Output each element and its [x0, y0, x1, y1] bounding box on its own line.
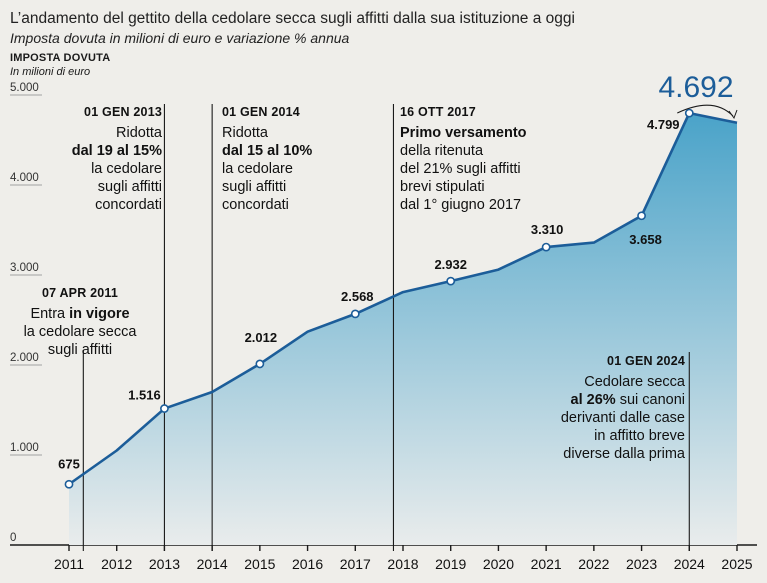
- annotation-line-text: dal 15 al 10%: [222, 143, 313, 159]
- annotation-line-text: sugli affitti: [97, 179, 162, 195]
- annotation-line-text: Cedolare secca: [584, 374, 685, 390]
- data-label: 3.310: [531, 222, 564, 237]
- data-point: [160, 404, 169, 413]
- annotation: 01 GEN 2013 Ridotta dal 19 al 15% la cedola…: [62, 103, 162, 214]
- x-tick-label: 2022: [578, 556, 609, 572]
- annotation-line-text: sugli affitti: [222, 179, 287, 195]
- annotation-line-text: la cedolare: [222, 161, 293, 177]
- x-tick-label: 2013: [149, 556, 180, 572]
- annotation: 01 GEN 2024 Cedolare secca al 26% sui cano…: [530, 352, 685, 463]
- data-point: [541, 242, 551, 252]
- data-point: [350, 309, 360, 319]
- data-label: 675: [58, 456, 80, 471]
- annotation-line-text: brevi stipulati: [400, 179, 485, 195]
- annotation-line-text: al 26% sui canoni: [570, 392, 685, 408]
- annotation-date: 16 OTT 2017: [400, 105, 476, 119]
- annotation-line-text: sugli affitti: [47, 342, 113, 358]
- data-point: [637, 211, 646, 221]
- annotation-date: 01 GEN 2024: [607, 354, 685, 368]
- annotation-line-text: concordati: [222, 197, 289, 213]
- highlight-arrow: [677, 104, 734, 117]
- data-point: [684, 108, 694, 118]
- x-tick-label: 2018: [387, 556, 418, 572]
- annotation: 01 GEN 2014 Ridotta dal 15 al 10% la cedola…: [222, 103, 352, 214]
- y-tick-label: 5.000: [10, 82, 39, 94]
- chart-title: L’andamento del gettito della cedolare s…: [10, 10, 575, 27]
- x-tick-label: 2020: [483, 556, 514, 572]
- y-tick-label: 0: [10, 532, 16, 544]
- y-tick-label: 2.000: [10, 352, 39, 364]
- annotation-line-text: diverse dalla prima: [563, 446, 685, 462]
- x-tick-label: 2024: [674, 556, 705, 572]
- data-label: 2.012: [245, 330, 278, 345]
- annotation-date: 01 GEN 2013: [84, 105, 162, 119]
- annotation-line-text: concordati: [95, 197, 162, 213]
- data-label: 4.799: [647, 117, 680, 132]
- annotation-line-text: Ridotta: [116, 125, 162, 141]
- y-axis-title: IMPOSTA DOVUTA: [10, 52, 111, 64]
- data-label: 3.658: [629, 232, 662, 247]
- annotation-line-text: Ridotta: [222, 125, 268, 141]
- annotation-line-text: la cedolare secca: [23, 324, 137, 340]
- data-label: 2.932: [434, 257, 467, 272]
- annotation-date: 07 APR 2011: [41, 286, 119, 300]
- x-tick-label: 2019: [435, 556, 466, 572]
- area-fill: [69, 113, 737, 545]
- x-tick-label: 2016: [292, 556, 323, 572]
- data-point: [255, 359, 265, 369]
- x-tick-label: 2012: [101, 556, 132, 572]
- data-point: [446, 276, 456, 286]
- highlight-arrowhead: [728, 109, 738, 120]
- x-tick-label: 2021: [531, 556, 562, 572]
- y-tick-label: 4.000: [10, 172, 39, 184]
- data-label: 2.568: [341, 289, 374, 304]
- x-tick-label: 2014: [197, 556, 228, 572]
- x-tick-label: 2025: [721, 556, 752, 572]
- annotation-line-text: dal 1° giugno 2017: [400, 197, 522, 213]
- y-axis-unit: In milioni di euro: [10, 66, 91, 78]
- annotation-line-text: in affitto breve: [594, 428, 685, 444]
- annotation-line-text: della ritenuta: [400, 143, 484, 159]
- annotation-line-text: del 21% sugli affitti: [400, 161, 521, 177]
- annotation-line-text: derivanti dalle case: [560, 410, 685, 426]
- annotation-line-text: dal 19 al 15%: [71, 143, 162, 159]
- annotation-line-text: Entra in vigore: [30, 306, 130, 322]
- annotation-line-text: Primo versamento: [400, 125, 527, 141]
- annotation: 16 OTT 2017 Primo versamento della ritenut…: [400, 103, 560, 214]
- annotation: 07 APR 2011 Entra in vigore la cedolare se…: [10, 284, 150, 359]
- chart-subtitle: Imposta dovuta in milioni di euro e vari…: [10, 30, 350, 46]
- series-line: [68, 111, 738, 486]
- x-tick-label: 2017: [340, 556, 371, 572]
- x-tick-label: 2023: [626, 556, 657, 572]
- annotation-line-text: la cedolare: [91, 161, 162, 177]
- x-tick-label: 2015: [244, 556, 275, 572]
- y-tick-label: 1.000: [10, 442, 39, 454]
- x-tick-label: 2011: [54, 556, 84, 572]
- y-tick-label: 3.000: [10, 262, 39, 274]
- annotation-date: 01 GEN 2014: [222, 105, 300, 119]
- data-point: [64, 479, 74, 489]
- data-label-highlight: 4.692: [658, 71, 733, 104]
- data-label: 1.516: [128, 388, 161, 403]
